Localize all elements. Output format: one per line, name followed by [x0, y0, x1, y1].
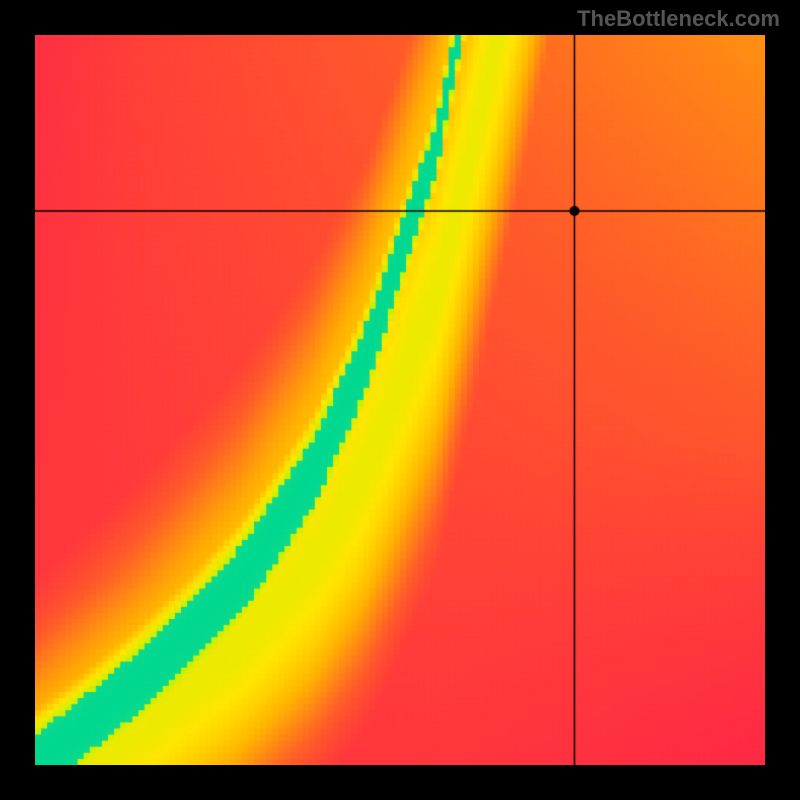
chart-container: TheBottleneck.com: [0, 0, 800, 800]
bottleneck-heatmap: [35, 35, 765, 765]
watermark-text: TheBottleneck.com: [577, 6, 780, 32]
